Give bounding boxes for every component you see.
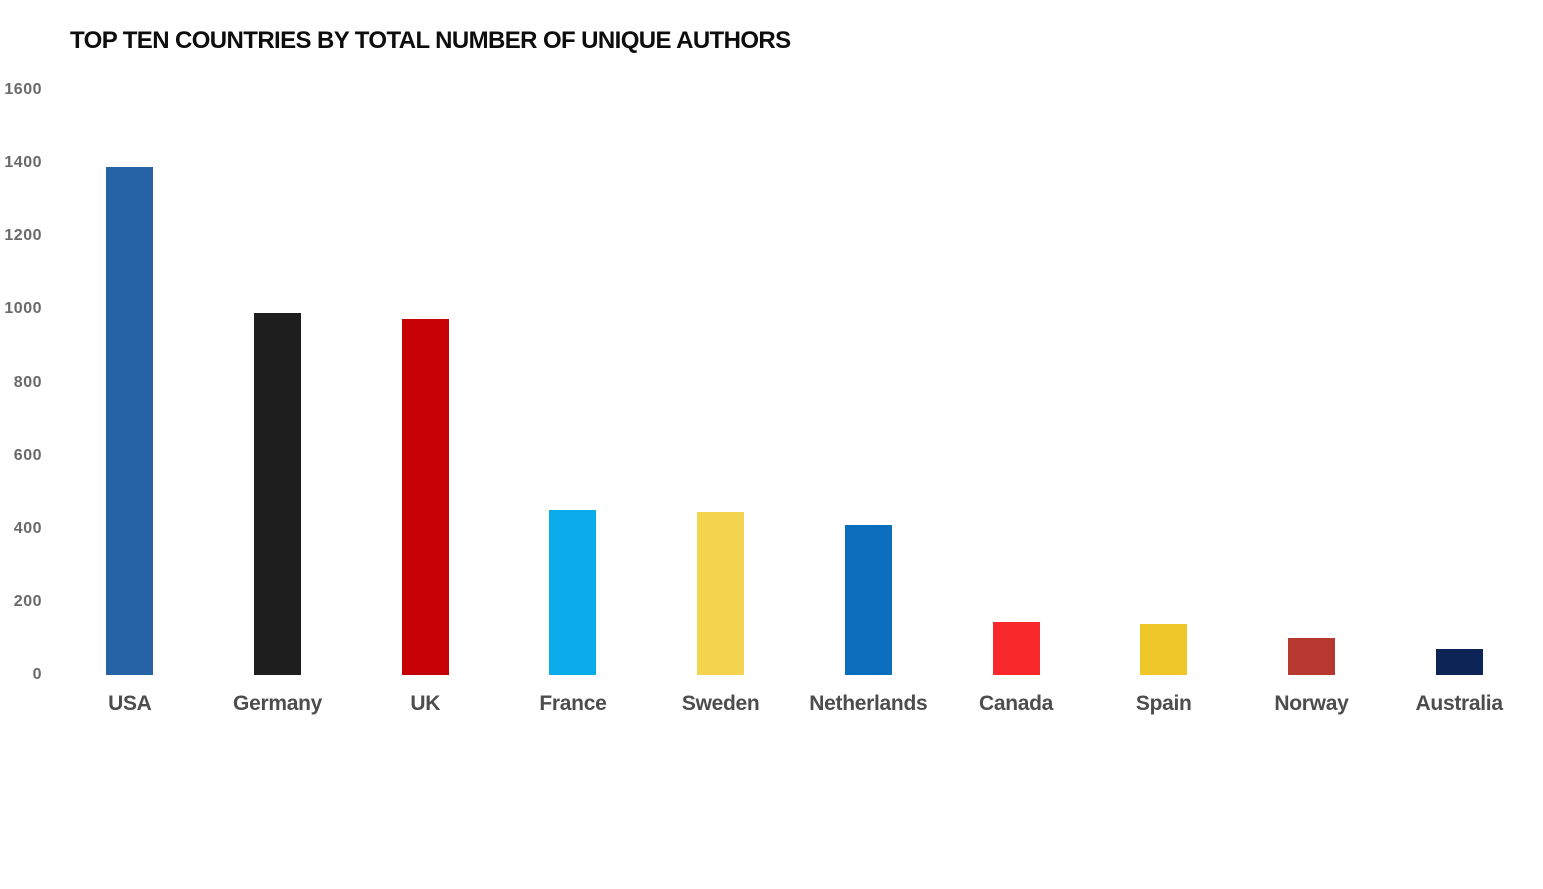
y-tick-label: 0 — [32, 666, 42, 683]
bar-germany — [254, 313, 302, 675]
bar-australia — [1435, 649, 1483, 675]
bar-column: USA — [56, 90, 204, 715]
y-tick-label: 800 — [13, 373, 42, 391]
y-tick-label: 1600 — [4, 81, 42, 98]
x-tick-label: Spain — [1135, 692, 1192, 715]
y-tick-label: 1400 — [4, 154, 42, 172]
bar-column: UK — [351, 90, 499, 715]
bar-netherlands — [844, 525, 892, 675]
bar-column: Spain — [1090, 90, 1238, 715]
y-tick-label: 1200 — [4, 227, 42, 245]
y-tick-label: 200 — [13, 592, 42, 610]
bar-column: France — [499, 90, 647, 715]
y-tick-label: 600 — [13, 446, 42, 464]
x-tick-label: France — [539, 692, 607, 715]
y-axis: 0 200 400 600 800 1000 1200 1400 1600 — [0, 81, 42, 683]
chart-title: TOP TEN COUNTRIES BY TOTAL NUMBER OF UNI… — [70, 27, 791, 54]
bar-column: Australia — [1385, 90, 1533, 715]
bar-column: Germany — [204, 90, 352, 715]
bar-norway — [1287, 638, 1335, 675]
bar-sweden — [697, 512, 745, 675]
x-tick-label: Sweden — [681, 692, 760, 715]
bar-column: Canada — [942, 90, 1090, 715]
bar-column: Sweden — [647, 90, 795, 715]
bar-canada — [992, 622, 1040, 675]
plot-area: USA Germany UK France Sweden Netherlands Canad… — [56, 90, 1533, 715]
bar-uk — [401, 319, 449, 675]
bar-france — [549, 510, 597, 675]
bar-column: Netherlands — [795, 90, 943, 715]
x-tick-label: USA — [108, 692, 152, 715]
x-tick-label: Canada — [979, 692, 1054, 715]
x-tick-label: Norway — [1274, 692, 1349, 715]
bar-spain — [1140, 624, 1188, 675]
x-tick-label: UK — [410, 692, 441, 715]
y-tick-label: 1000 — [4, 300, 42, 318]
x-tick-label: Netherlands — [809, 692, 928, 715]
y-tick-label: 400 — [13, 519, 42, 537]
x-tick-label: Germany — [233, 692, 322, 715]
bar-usa — [106, 167, 154, 675]
bar-column: Norway — [1238, 90, 1386, 715]
x-tick-label: Australia — [1415, 692, 1503, 715]
